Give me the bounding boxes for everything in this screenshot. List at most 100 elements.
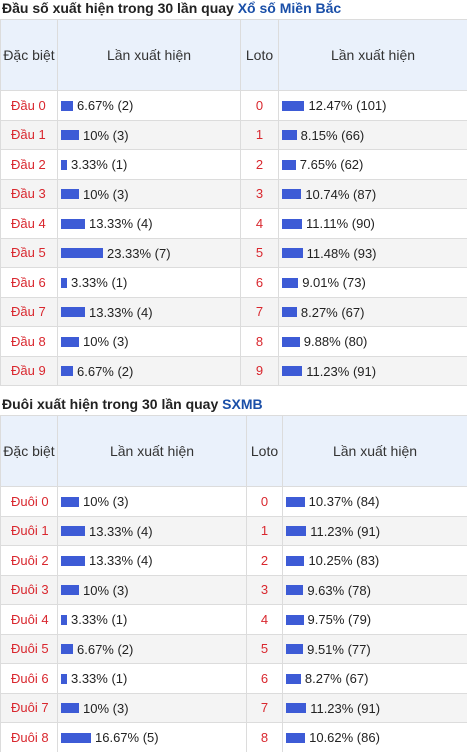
tail-row: Đuôi 8 16.67% (5) 8 10.62% (86) [0,722,467,752]
tail-row: Đuôi 6 3.33% (1) 6 8.27% (67) [0,663,467,694]
head-loto-number[interactable]: 4 [240,208,279,239]
tail-loto-number[interactable]: 0 [246,486,283,517]
head-row-label[interactable]: Đầu 3 [0,178,58,209]
tail-loto-number[interactable]: 3 [246,574,283,605]
tail-row-label[interactable]: Đuôi 2 [0,545,58,576]
tail-special-text: 10% (3) [83,582,129,598]
head-row-label[interactable]: Đầu 5 [0,237,58,268]
head-loto-number[interactable]: 0 [240,90,279,121]
tail-special-bar [61,644,73,655]
tail-row-label[interactable]: Đuôi 5 [0,633,58,664]
tail-row: Đuôi 7 10% (3) 7 11.23% (91) [0,692,467,723]
head-loto-number[interactable]: 1 [240,119,279,150]
tail-row-label[interactable]: Đuôi 7 [0,692,58,723]
head-loto-bar [282,307,297,318]
head-special-bar [61,100,73,111]
tail-col-special: Đặc biệt [0,415,58,487]
head-special-text: 13.33% (4) [88,216,153,232]
head-loto-number[interactable]: 5 [240,237,279,268]
tail-loto-cell: 11.23% (91) [282,692,467,723]
tail-special-cell: 6.67% (2) [57,633,247,664]
head-loto-cell: 11.23% (91) [278,355,467,386]
tail-row: Đuôi 0 10% (3) 0 10.37% (84) [0,486,467,517]
head-loto-cell: 9.01% (73) [278,267,467,298]
head-row-label[interactable]: Đầu 8 [0,326,58,357]
head-title-link[interactable]: Xổ số Miền Bắc [237,0,342,16]
head-special-bar [61,277,67,288]
tail-loto-text: 10.62% (86) [309,730,380,746]
head-loto-text: 8.27% (67) [300,304,365,320]
head-special-cell: 10% (3) [57,326,241,357]
tail-loto-number[interactable]: 5 [246,633,283,664]
tail-loto-cell: 9.51% (77) [282,633,467,664]
head-loto-cell: 8.15% (66) [278,119,467,150]
tail-loto-bar [286,644,304,655]
head-loto-number[interactable]: 9 [240,355,279,386]
tail-special-cell: 13.33% (4) [57,515,247,546]
head-loto-text: 9.01% (73) [302,275,366,291]
tail-loto-text: 9.63% (78) [307,582,371,598]
head-loto-text: 7.65% (62) [299,157,364,173]
head-row: Đầu 4 13.33% (4) 4 11.11% (90) [0,208,467,239]
tail-loto-text: 11.23% (91) [310,523,381,539]
head-special-bar [61,130,79,141]
tail-special-bar [61,585,79,596]
head-loto-number[interactable]: 7 [240,296,279,327]
head-row: Đầu 8 10% (3) 8 9.88% (80) [0,326,467,357]
tail-stats-table: Đặc biệt Lần xuất hiện Loto Lần xuất hiệ… [0,415,467,752]
head-row-label[interactable]: Đầu 6 [0,267,58,298]
tail-row-label[interactable]: Đuôi 8 [0,722,58,752]
head-row-label[interactable]: Đầu 9 [0,355,58,386]
head-row: Đầu 3 10% (3) 3 10.74% (87) [0,178,467,209]
tail-loto-number[interactable]: 6 [246,663,283,694]
tail-loto-cell: 11.23% (91) [282,515,467,546]
head-row-label[interactable]: Đầu 4 [0,208,58,239]
head-special-text: 10% (3) [83,186,129,202]
tail-special-text: 10% (3) [83,700,129,716]
tail-loto-bar [286,496,305,507]
tail-loto-cell: 10.25% (83) [282,545,467,576]
tail-loto-number[interactable]: 1 [246,515,283,546]
tail-table-body: Đuôi 0 10% (3) 0 10.37% (84) Đuôi 1 13.33% (4… [0,486,467,752]
tail-special-text: 6.67% (2) [77,641,134,657]
head-special-text: 10% (3) [83,334,129,350]
head-row-label[interactable]: Đầu 7 [0,296,58,327]
tail-special-cell: 16.67% (5) [57,722,247,752]
head-special-cell: 6.67% (2) [57,90,241,121]
tail-row-label[interactable]: Đuôi 1 [0,515,58,546]
head-loto-number[interactable]: 3 [240,178,279,209]
tail-row: Đuôi 5 6.67% (2) 5 9.51% (77) [0,633,467,664]
head-row-label[interactable]: Đầu 1 [0,119,58,150]
head-special-bar [61,336,79,347]
tail-row-label[interactable]: Đuôi 3 [0,574,58,605]
tail-special-cell: 10% (3) [57,692,247,723]
head-loto-number[interactable]: 8 [240,326,279,357]
tail-title: Đuôi xuất hiện trong 30 lần quay SXMB [0,396,467,415]
head-row-label[interactable]: Đầu 0 [0,90,58,121]
head-loto-text: 11.23% (91) [306,363,377,379]
tail-loto-bar [286,673,301,684]
head-row: Đầu 9 6.67% (2) 9 11.23% (91) [0,355,467,386]
tail-loto-number[interactable]: 2 [246,545,283,576]
tail-title-link[interactable]: SXMB [222,396,263,412]
head-loto-cell: 11.11% (90) [278,208,467,239]
tail-loto-number[interactable]: 4 [246,604,283,635]
tail-row-label[interactable]: Đuôi 4 [0,604,58,635]
tail-title-text: Đuôi xuất hiện trong 30 lần quay [2,396,219,412]
tail-row: Đuôi 1 13.33% (4) 1 11.23% (91) [0,515,467,546]
tail-loto-number[interactable]: 7 [246,692,283,723]
tail-loto-number[interactable]: 8 [246,722,283,752]
head-loto-number[interactable]: 6 [240,267,279,298]
tail-special-bar [61,614,67,625]
tail-row-label[interactable]: Đuôi 6 [0,663,58,694]
head-row: Đầu 7 13.33% (4) 7 8.27% (67) [0,296,467,327]
head-loto-cell: 8.27% (67) [278,296,467,327]
head-table-body: Đầu 0 6.67% (2) 0 12.47% (101) Đầu 1 10% (3) 1… [0,90,467,386]
head-special-cell: 13.33% (4) [57,296,241,327]
head-loto-text: 9.88% (80) [303,334,368,350]
head-row-label[interactable]: Đầu 2 [0,149,58,180]
head-special-text: 23.33% (7) [106,245,171,261]
head-loto-number[interactable]: 2 [240,149,279,180]
tail-row-label[interactable]: Đuôi 0 [0,486,58,517]
head-col-loto: Loto [240,19,279,91]
